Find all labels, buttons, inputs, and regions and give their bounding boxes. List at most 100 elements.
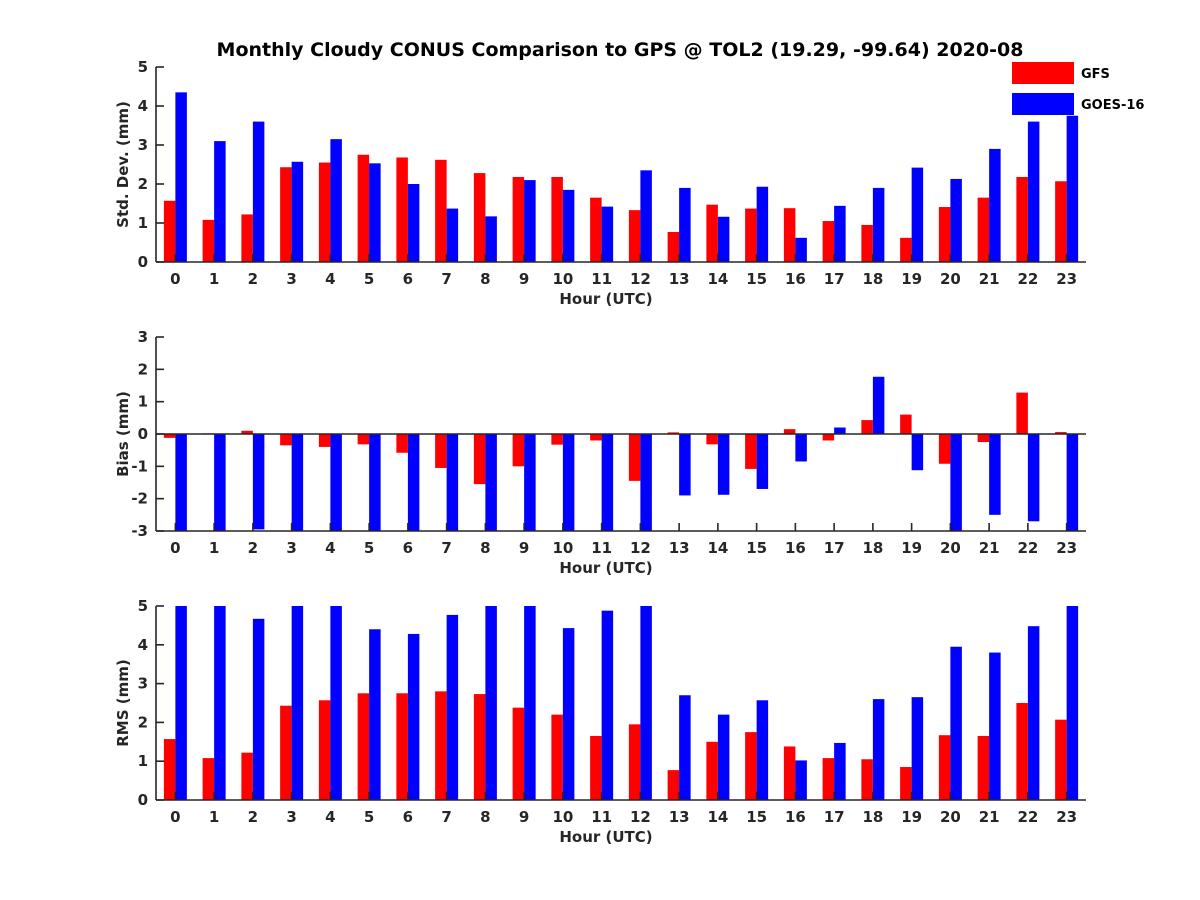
x-tick-label: 13 [669,539,690,557]
bar-gfs-hour-10 [551,176,563,262]
x-tick-label: 0 [170,808,180,826]
x-tick-label: 17 [824,808,845,826]
bar-goes-16-hour-18 [872,699,885,800]
bar-gfs-hour-19 [900,414,912,434]
series-goes-16 [175,376,1079,531]
x-tick-label: 11 [591,808,612,826]
x-tick-label: 13 [669,270,690,288]
bar-goes-16-hour-7 [446,434,459,531]
bar-goes-16-hour-10 [562,434,575,531]
bar-goes-16-hour-4 [330,434,342,531]
bar-gfs-hour-19 [900,237,912,262]
bar-gfs-hour-18 [861,224,873,262]
bar-gfs-hour-12 [628,724,641,800]
bar-gfs-hour-5 [357,434,370,445]
x-tick-label: 23 [1056,270,1077,288]
x-tick-label: 0 [170,539,180,557]
bar-goes-16-hour-9 [524,606,536,800]
x-tick-label: 1 [209,270,219,288]
x-tick-label: 9 [519,808,529,826]
x-tick-label: 10 [552,539,573,557]
bar-gfs-hour-15 [745,208,757,262]
y-tick-label: 1 [138,752,148,770]
x-tick-label: 12 [630,808,651,826]
bar-goes-16-hour-15 [756,434,769,489]
x-tick-label: 21 [979,539,1000,557]
bar-goes-16-hour-20 [950,646,962,800]
x-tick-label: 20 [940,808,961,826]
bar-goes-16-hour-11 [601,434,614,531]
bar-gfs-hour-4 [318,434,331,447]
y-axis-label: Bias (mm) [114,391,132,477]
bar-goes-16-hour-17 [834,205,846,262]
legend-swatch-goes-16 [1012,93,1074,115]
bar-gfs-hour-6 [396,434,408,453]
bar-goes-16-hour-0 [175,434,187,531]
bar-gfs-hour-11 [590,735,602,800]
bar-gfs-hour-18 [861,420,873,434]
x-tick-label: 18 [862,539,883,557]
bar-goes-16-hour-13 [679,434,691,496]
bar-goes-16-hour-16 [795,237,807,262]
y-tick-label: 4 [138,97,148,115]
x-tick-label: 9 [519,270,529,288]
x-tick-label: 20 [940,270,961,288]
y-axis-label: RMS (mm) [114,659,132,746]
x-tick-label: 1 [209,808,219,826]
bar-gfs-hour-23 [1055,181,1067,262]
bar-goes-16-hour-4 [330,139,342,262]
bar-goes-16-hour-20 [950,434,962,531]
x-tick-label: 7 [441,270,451,288]
bar-gfs-hour-15 [745,434,757,469]
bar-gfs-hour-20 [938,434,951,464]
x-tick-label: 14 [707,270,728,288]
bar-goes-16-hour-23 [1066,606,1079,800]
bar-goes-16-hour-6 [407,184,420,262]
y-tick-label: -2 [131,490,148,508]
x-tick-label: 16 [785,270,806,288]
x-tick-label: 21 [979,270,1000,288]
x-tick-label: 23 [1056,539,1077,557]
bar-goes-16-hour-11 [601,206,614,262]
bar-goes-16-hour-22 [1027,626,1040,800]
bar-goes-16-hour-8 [485,434,497,531]
x-tick-label: 16 [785,808,806,826]
bar-goes-16-hour-17 [834,742,846,800]
bar-gfs-hour-21 [977,434,990,443]
bar-gfs-hour-14 [706,741,718,800]
bar-gfs-hour-9 [512,707,525,800]
bar-gfs-hour-0 [163,200,176,262]
bar-gfs-hour-11 [590,434,602,441]
x-tick-label: 15 [746,539,767,557]
bar-goes-16-hour-6 [407,434,420,531]
x-tick-label: 2 [248,808,258,826]
bar-goes-16-hour-11 [601,610,614,800]
bar-goes-16-hour-19 [911,167,924,262]
bar-gfs-hour-11 [590,197,602,262]
bar-gfs-hour-7 [435,691,447,800]
bar-gfs-hour-8 [473,434,486,485]
x-tick-label: 10 [552,270,573,288]
bar-gfs-hour-3 [280,167,292,262]
bar-goes-16-hour-9 [524,434,536,531]
x-axis-label: Hour (UTC) [559,559,652,577]
x-tick-label: 22 [1017,808,1038,826]
bar-goes-16-hour-15 [756,186,769,262]
bar-goes-16-hour-5 [369,163,381,262]
bar-goes-16-hour-7 [446,614,459,800]
bar-gfs-hour-16 [783,746,796,800]
x-tick-label: 14 [707,808,728,826]
bar-goes-16-hour-12 [640,434,652,531]
bar-gfs-hour-4 [318,162,331,262]
x-tick-label: 15 [746,808,767,826]
x-tick-label: 4 [325,808,335,826]
y-tick-label: 2 [138,175,148,193]
x-tick-label: 8 [480,808,490,826]
x-tick-label: 5 [364,808,374,826]
bar-gfs-hour-12 [628,210,641,262]
bar-gfs-hour-15 [745,732,757,800]
bar-gfs-hour-17 [822,434,835,441]
x-tick-label: 6 [403,808,413,826]
bar-goes-16-hour-1 [214,434,226,531]
